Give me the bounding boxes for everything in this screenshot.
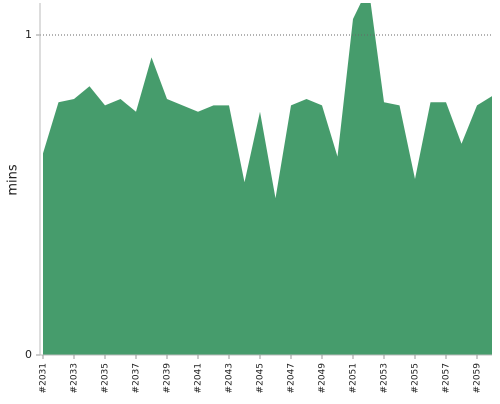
- x-tick-label: #2031: [39, 363, 49, 393]
- x-tick-label: #2037: [132, 363, 142, 393]
- area: [43, 3, 492, 355]
- y-tick-label: 1: [25, 28, 32, 41]
- x-tick-label: #2047: [287, 363, 297, 393]
- x-tick-label: #2035: [101, 363, 111, 393]
- x-tick-label: #2049: [318, 363, 328, 394]
- y-tick-label: 0: [25, 348, 32, 361]
- x-tick-label: #2041: [194, 363, 204, 393]
- y-axis-label: mins: [6, 164, 21, 196]
- x-tick-label: #2039: [163, 363, 173, 394]
- x-tick-label: #2043: [225, 363, 235, 393]
- plot: [43, 3, 492, 355]
- x-tick-label: #2055: [411, 363, 421, 393]
- x-tick-label: #2051: [349, 363, 359, 393]
- x-tick-label: #2045: [256, 363, 266, 393]
- x-tick-label: #2057: [442, 363, 452, 393]
- x-tick-label: #2053: [380, 363, 390, 393]
- x-tick-label: #2033: [70, 363, 80, 393]
- x-tick-label: #2059: [473, 363, 483, 394]
